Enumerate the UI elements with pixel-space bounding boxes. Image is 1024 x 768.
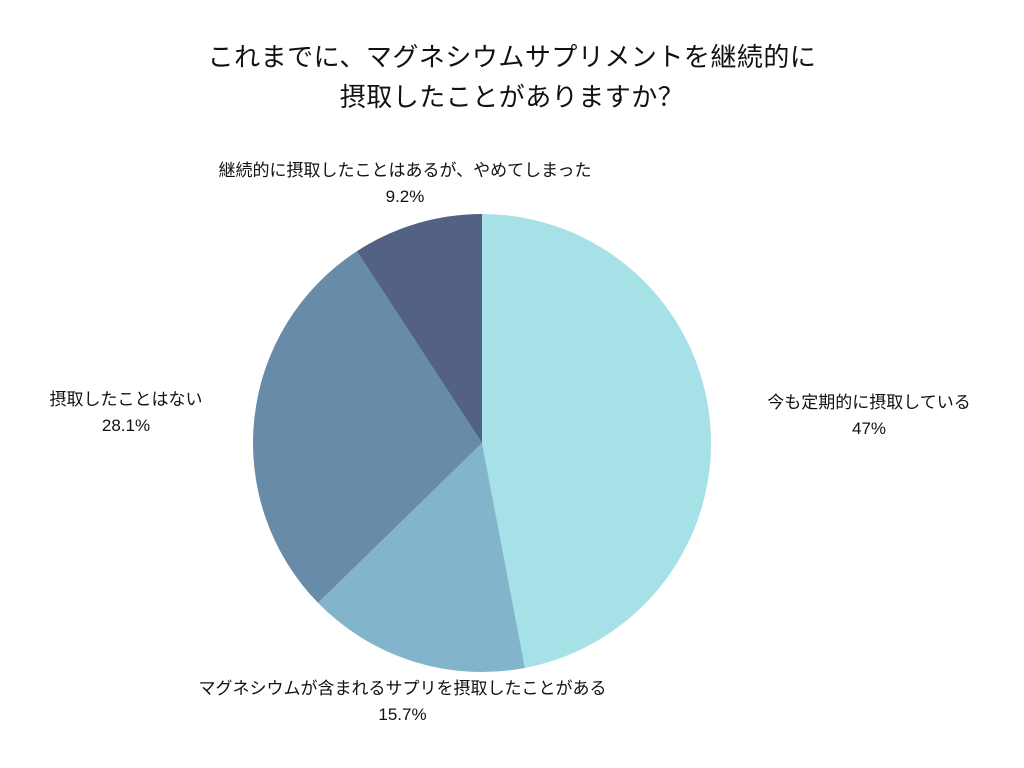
- slice-label-supplement-value: 15.7%: [378, 705, 427, 724]
- pie-slice-current: [482, 214, 711, 668]
- pie-slice-stopped: [356, 214, 482, 443]
- slice-label-supplement-name: マグネシウムが含まれるサプリを摂取したことがある: [198, 679, 607, 699]
- slice-label-current-name: 今も定期的に摂取している: [767, 393, 971, 413]
- chart-title-line-2: 摂取したことがありますか？: [339, 83, 685, 113]
- chart-title-line-1: これまでに、マグネシウムサプリメントを継続的に: [207, 43, 817, 73]
- slice-label-supplement: マグネシウムが含まれるサプリを摂取したことがある 15.7%: [150, 676, 655, 728]
- slice-label-stopped: 継続的に摂取したことはあるが、やめてしまった 9.2%: [180, 158, 630, 210]
- slice-label-stopped-name: 継続的に摂取したことはあるが、やめてしまった: [218, 161, 592, 181]
- chart-title: これまでに、マグネシウムサプリメントを継続的に 摂取したことがありますか？: [0, 38, 1024, 118]
- pie-slice-never: [253, 251, 482, 603]
- slice-label-current-value: 47%: [851, 419, 887, 438]
- slice-label-never-value: 28.1%: [101, 416, 151, 435]
- slice-label-current: 今も定期的に摂取している 47%: [752, 390, 986, 442]
- pie-slice-supplement: [318, 443, 525, 672]
- slice-label-never-name: 摂取したことはない: [49, 390, 203, 410]
- slice-label-stopped-value: 9.2%: [385, 187, 425, 206]
- slice-label-never: 摂取したことはない 28.1%: [30, 387, 222, 439]
